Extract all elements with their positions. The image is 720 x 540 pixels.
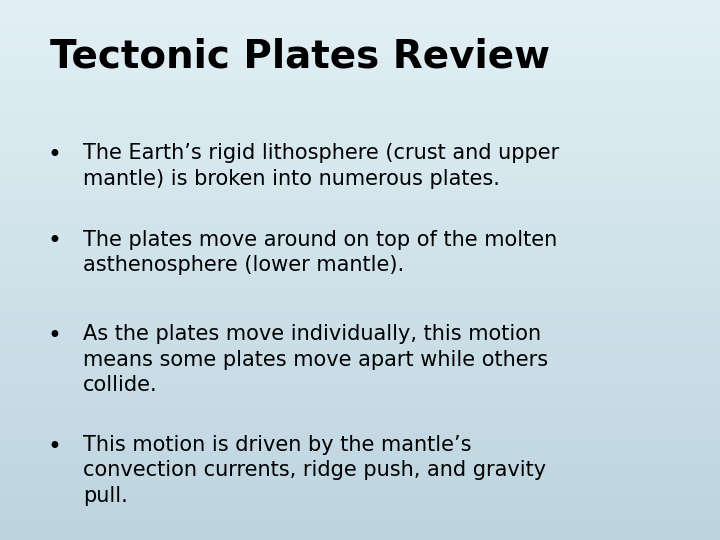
Text: •: • <box>47 230 61 253</box>
Text: The Earth’s rigid lithosphere (crust and upper
mantle) is broken into numerous p: The Earth’s rigid lithosphere (crust and… <box>83 143 559 188</box>
Text: •: • <box>47 143 61 167</box>
Text: The plates move around on top of the molten
asthenosphere (lower mantle).: The plates move around on top of the mol… <box>83 230 557 275</box>
Text: •: • <box>47 435 61 458</box>
Text: As the plates move individually, this motion
means some plates move apart while : As the plates move individually, this mo… <box>83 324 548 395</box>
Text: Tectonic Plates Review: Tectonic Plates Review <box>50 38 550 76</box>
Text: This motion is driven by the mantle’s
convection currents, ridge push, and gravi: This motion is driven by the mantle’s co… <box>83 435 546 506</box>
Text: •: • <box>47 324 61 348</box>
